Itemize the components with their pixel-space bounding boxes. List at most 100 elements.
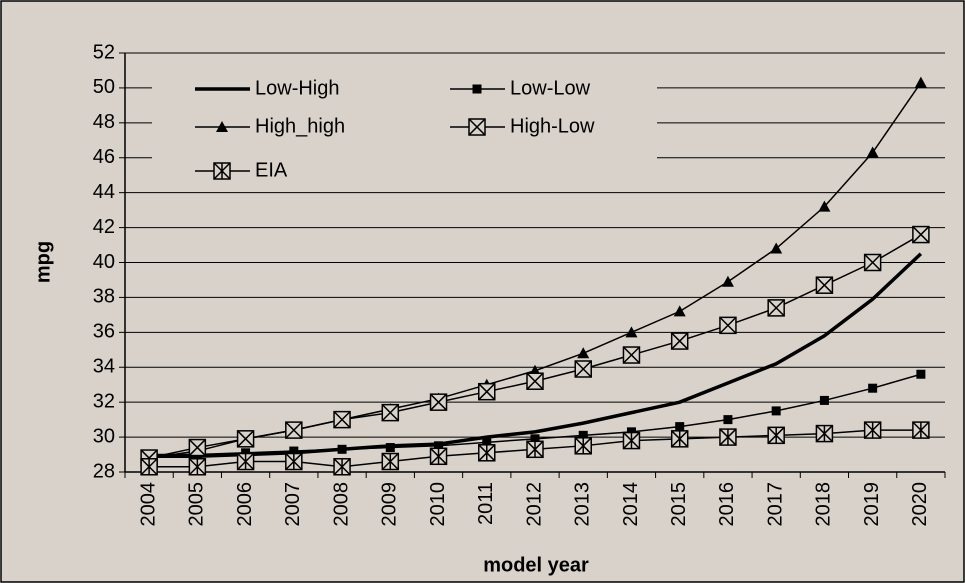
marker [468,118,486,136]
marker [434,441,444,451]
y-tick-label: 32 [93,390,115,412]
marker-cross [767,426,785,444]
marker [815,424,834,443]
x-tick-label: 2009 [379,482,401,527]
marker-cross [478,383,496,401]
x-tick-label: 2010 [427,482,449,527]
marker [381,403,400,422]
marker-square [771,406,781,416]
marker-square [385,443,395,453]
marker-square [337,444,347,454]
marker-cross [864,421,882,439]
marker-cross [478,444,496,462]
marker-square [868,383,878,393]
x-tick-label: 2019 [861,482,883,527]
y-tick-label: 48 [93,111,115,133]
legend-label: Low-Low [510,77,591,99]
marker [866,146,879,158]
x-tick-label: 2017 [764,482,786,527]
marker-cross [574,360,592,378]
marker-cross [719,428,737,446]
marker [478,444,496,462]
x-tick-label: 2006 [234,482,256,527]
y-tick-label: 42 [93,216,115,238]
marker-triangle [818,200,831,212]
x-tick-label: 2014 [620,482,642,527]
marker [670,430,689,448]
marker [337,444,347,454]
marker-square [916,369,926,379]
y-tick-label: 52 [93,41,115,63]
legend-label: Low-High [255,77,339,99]
legend-label: High_high [255,115,345,137]
x-tick-label: 2015 [668,482,690,527]
y-tick-label: 34 [93,356,115,378]
marker [767,426,785,445]
y-tick-label: 36 [93,321,115,343]
marker [863,253,882,272]
marker-cross [671,332,689,350]
marker-cross [429,393,448,411]
series-line [149,252,923,459]
marker [771,406,781,416]
x-tick-label: 2011 [475,482,497,525]
legend-label: EIA [255,159,288,181]
marker-cross [912,421,930,439]
marker [285,452,303,471]
x-tick-label: 2008 [330,482,352,527]
marker-square [578,430,588,440]
marker-cross [622,346,641,364]
marker [213,162,231,180]
marker [140,458,158,476]
y-tick-label: 50 [93,76,115,98]
marker-cross [767,299,785,317]
marker-cross [333,411,351,429]
x-tick-label: 2018 [813,482,835,527]
marker [574,360,592,378]
marker-cross [285,452,303,471]
marker-cross [815,425,833,443]
y-tick-label: 28 [93,460,115,482]
x-tick-label: 2004 [137,482,159,527]
x-tick-label: 2013 [572,482,594,527]
marker [818,200,831,212]
marker-cross [285,421,303,439]
marker [912,421,930,439]
x-tick-label: 2005 [186,482,208,527]
marker [574,437,592,455]
y-tick-label: 44 [93,181,115,203]
marker-triangle [721,275,734,287]
marker [188,438,207,457]
marker [285,421,303,439]
marker [868,383,878,393]
marker [770,242,783,254]
marker [622,346,641,364]
marker-triangle [770,242,783,254]
marker-cross [188,439,206,457]
marker-triangle [216,121,228,132]
marker-square [723,415,733,425]
y-tick-label: 30 [93,425,115,447]
marker [478,382,496,401]
marker [723,415,733,425]
marker [670,332,689,350]
marker [289,446,299,456]
marker [819,395,829,405]
marker-cross [381,452,399,471]
legend-label: High-Low [510,115,595,137]
marker [472,84,482,94]
marker-cross [237,452,255,471]
x-tick-label: 2012 [523,482,545,527]
marker-triangle [625,326,638,338]
marker-cross [140,458,158,476]
marker-cross [671,430,689,448]
marker-square [819,395,829,405]
marker-cross [188,458,206,476]
marker-square [472,84,482,94]
marker-triangle [577,347,590,359]
marker [622,431,641,450]
marker [721,275,734,287]
marker-cross [912,226,930,244]
marker-square [289,446,299,456]
